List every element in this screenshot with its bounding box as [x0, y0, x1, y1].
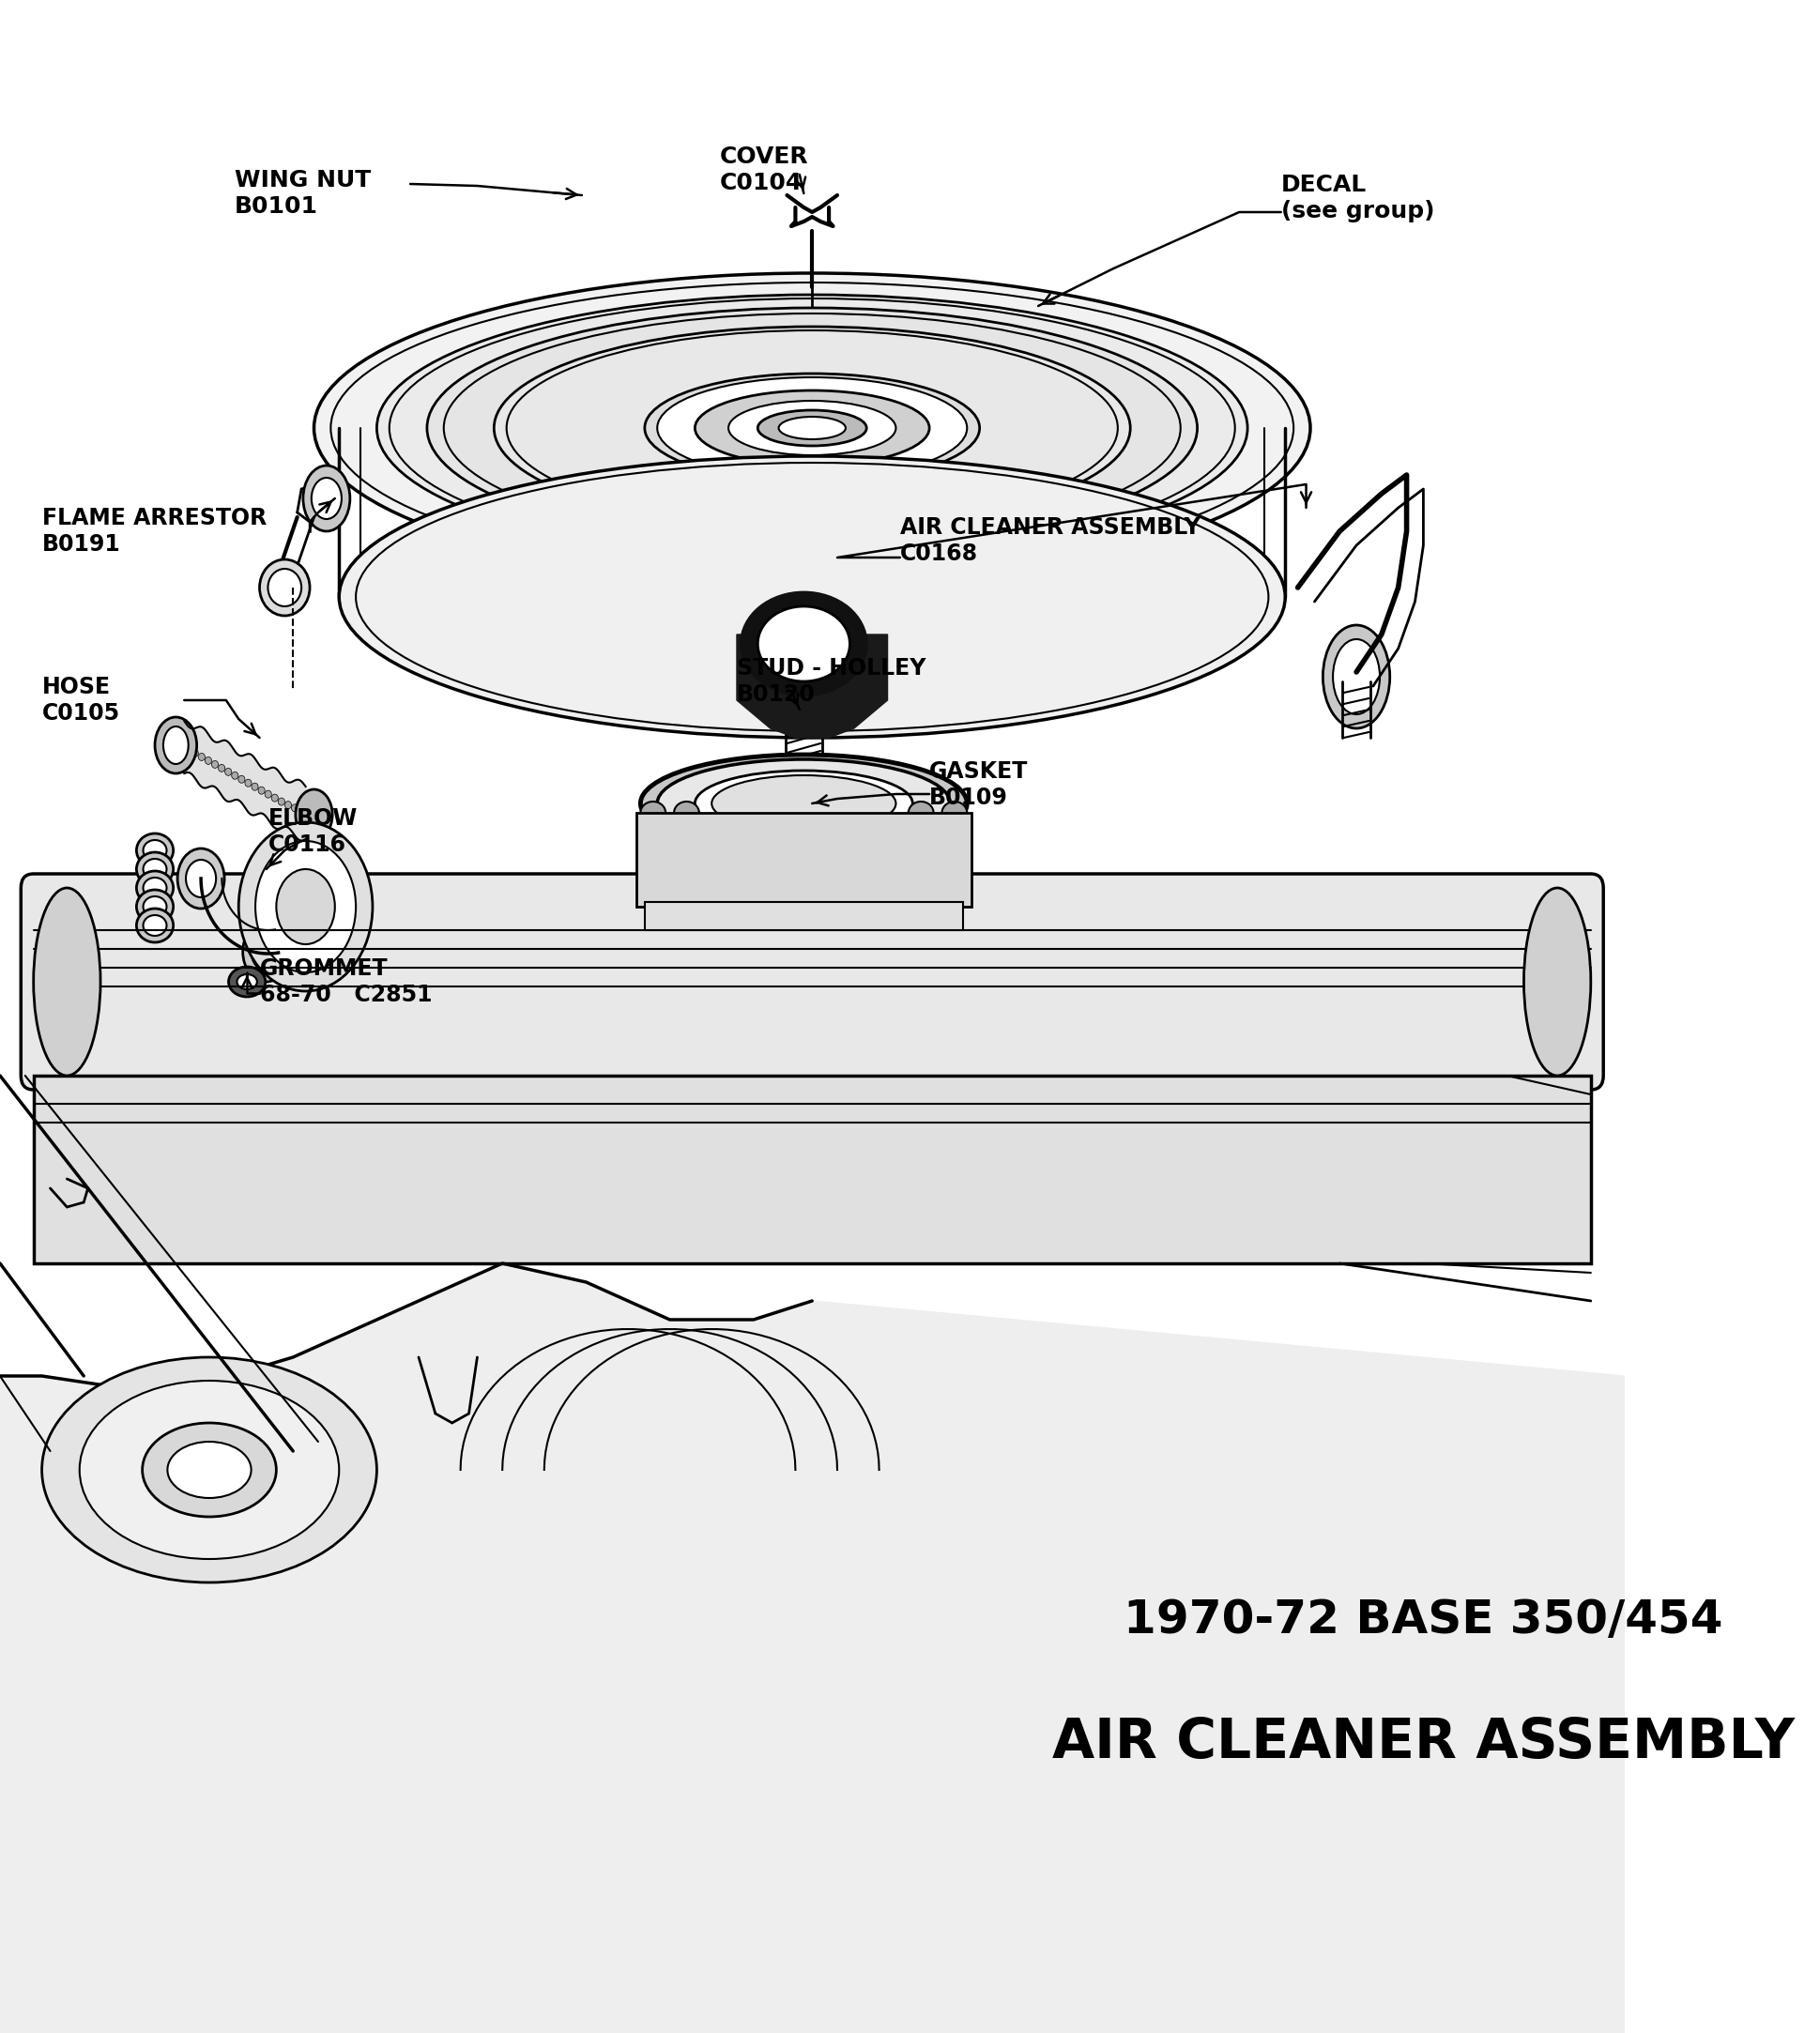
Ellipse shape: [136, 852, 173, 886]
Ellipse shape: [757, 606, 850, 681]
Ellipse shape: [264, 791, 271, 797]
Ellipse shape: [757, 411, 866, 445]
Ellipse shape: [493, 327, 1130, 529]
Ellipse shape: [302, 466, 349, 531]
Text: HOSE
C0105: HOSE C0105: [42, 675, 120, 724]
Ellipse shape: [186, 860, 217, 897]
Ellipse shape: [237, 974, 257, 990]
Ellipse shape: [298, 807, 304, 815]
Ellipse shape: [313, 272, 1310, 583]
Ellipse shape: [136, 870, 173, 905]
Ellipse shape: [741, 592, 866, 695]
Ellipse shape: [255, 842, 355, 972]
Ellipse shape: [277, 870, 335, 943]
Bar: [635, 813, 970, 907]
Ellipse shape: [779, 417, 844, 439]
Ellipse shape: [231, 773, 238, 779]
Ellipse shape: [712, 775, 895, 831]
Ellipse shape: [42, 1358, 377, 1582]
Ellipse shape: [1321, 624, 1389, 728]
Ellipse shape: [291, 805, 298, 811]
Ellipse shape: [271, 795, 278, 801]
Ellipse shape: [177, 848, 224, 909]
Ellipse shape: [657, 758, 950, 848]
Ellipse shape: [238, 775, 246, 783]
Ellipse shape: [142, 1423, 277, 1517]
Ellipse shape: [242, 921, 289, 982]
Ellipse shape: [1523, 888, 1591, 1075]
Polygon shape: [737, 634, 886, 738]
Ellipse shape: [260, 559, 309, 616]
Ellipse shape: [268, 569, 302, 606]
Text: GASKET
B0109: GASKET B0109: [928, 760, 1028, 809]
Ellipse shape: [311, 478, 342, 518]
Ellipse shape: [144, 915, 167, 935]
Text: 1970-72 BASE 350/454: 1970-72 BASE 350/454: [1123, 1598, 1722, 1643]
Ellipse shape: [278, 797, 284, 805]
Ellipse shape: [167, 1441, 251, 1498]
Ellipse shape: [226, 768, 231, 775]
Ellipse shape: [657, 378, 966, 478]
Ellipse shape: [641, 801, 666, 823]
Ellipse shape: [186, 746, 191, 752]
Ellipse shape: [198, 752, 206, 760]
Ellipse shape: [295, 789, 333, 840]
Ellipse shape: [695, 390, 928, 466]
Ellipse shape: [136, 890, 173, 923]
Ellipse shape: [941, 801, 966, 823]
Ellipse shape: [258, 787, 264, 795]
Ellipse shape: [850, 827, 925, 892]
Ellipse shape: [144, 858, 167, 880]
Ellipse shape: [229, 968, 266, 996]
Bar: [644, 903, 963, 931]
Ellipse shape: [641, 754, 966, 852]
Ellipse shape: [251, 933, 280, 970]
Text: AIR CLEANER ASSEMBLY: AIR CLEANER ASSEMBLY: [1052, 1716, 1795, 1769]
Ellipse shape: [164, 726, 187, 764]
Ellipse shape: [251, 783, 258, 791]
Ellipse shape: [144, 878, 167, 899]
Ellipse shape: [644, 374, 979, 482]
Ellipse shape: [284, 801, 291, 809]
Ellipse shape: [218, 764, 226, 773]
Ellipse shape: [728, 401, 895, 455]
Ellipse shape: [211, 760, 218, 768]
Ellipse shape: [426, 307, 1198, 549]
Polygon shape: [0, 1262, 1623, 2033]
Ellipse shape: [244, 779, 251, 787]
Ellipse shape: [144, 897, 167, 917]
Ellipse shape: [33, 888, 100, 1075]
Text: DECAL
(see group): DECAL (see group): [1279, 173, 1434, 222]
Ellipse shape: [695, 771, 912, 836]
Ellipse shape: [690, 827, 766, 892]
Ellipse shape: [206, 756, 211, 764]
Ellipse shape: [136, 909, 173, 943]
Text: ELBOW
C0116: ELBOW C0116: [268, 807, 357, 856]
Text: STUD - HOLLEY
B0120: STUD - HOLLEY B0120: [737, 657, 925, 705]
Ellipse shape: [238, 821, 373, 992]
Ellipse shape: [80, 1380, 339, 1559]
Ellipse shape: [191, 750, 198, 756]
Text: COVER
C0104: COVER C0104: [719, 146, 808, 195]
Ellipse shape: [377, 295, 1247, 561]
Text: FLAME ARRESTOR
B0191: FLAME ARRESTOR B0191: [42, 506, 266, 555]
Ellipse shape: [339, 455, 1285, 738]
Ellipse shape: [908, 801, 934, 823]
Text: AIR CLEANER ASSEMBLY
C0168: AIR CLEANER ASSEMBLY C0168: [899, 516, 1199, 565]
Ellipse shape: [155, 718, 197, 773]
Ellipse shape: [136, 834, 173, 868]
Ellipse shape: [1332, 638, 1380, 714]
FancyBboxPatch shape: [20, 874, 1603, 1090]
Bar: [33, 1075, 1591, 1262]
Text: WING NUT
B0101: WING NUT B0101: [235, 169, 371, 218]
Ellipse shape: [673, 801, 699, 823]
Ellipse shape: [144, 840, 167, 860]
Text: GROMMET
68-70   C2851: GROMMET 68-70 C2851: [260, 958, 431, 1006]
